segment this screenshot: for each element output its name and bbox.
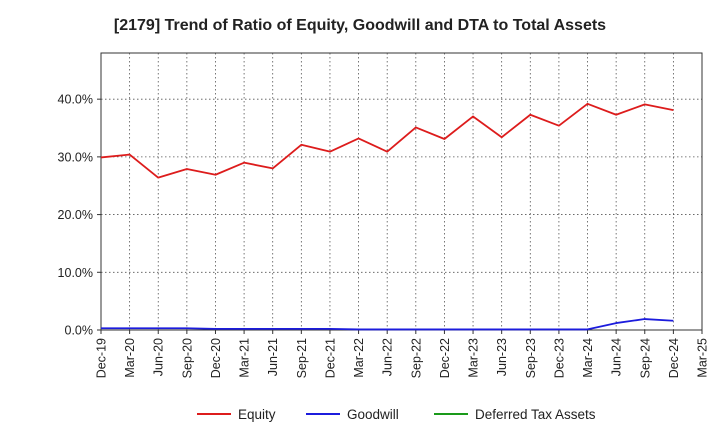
x-tick-label: Jun-24 [610,338,624,376]
x-tick-label: Jun-21 [266,338,280,376]
x-tick-label: Dec-20 [209,338,223,378]
series-line-goodwill [101,318,674,331]
x-tick-label: Sep-21 [295,338,309,378]
legend: Equity Goodwill Deferred Tax Assets [197,407,596,422]
grid [101,53,702,330]
x-tick-label: Dec-23 [552,338,566,378]
x-tick-label: Jun-23 [495,338,509,376]
x-tick-label: Sep-23 [524,338,538,378]
y-tick-label: 20.0% [58,208,93,222]
legend-label-goodwill: Goodwill [347,407,399,422]
legend-label-equity: Equity [238,407,276,422]
series-layer [100,102,674,331]
x-tick-label: Dec-24 [667,338,681,378]
y-axis: 0.0% 10.0% 20.0% 30.0% 40.0% [58,93,101,338]
x-tick-label: Mar-24 [581,338,595,378]
legend-label-deferred-tax-assets: Deferred Tax Assets [475,407,596,422]
y-tick-label: 10.0% [58,266,93,280]
x-tick-label: Sep-24 [638,338,652,378]
x-tick-label: Mar-21 [238,338,252,378]
x-tick-label: Sep-22 [409,338,423,378]
x-tick-label: Dec-19 [95,338,109,378]
y-tick-label: 40.0% [58,93,93,107]
y-tick-label: 0.0% [65,324,94,338]
x-tick-label: Jun-22 [381,338,395,376]
chart-title: [2179] Trend of Ratio of Equity, Goodwil… [114,17,606,34]
x-tick-label: Sep-20 [180,338,194,378]
plot-area-frame [100,52,703,331]
x-tick-label: Mar-20 [123,338,137,378]
x-axis: Dec-19 Mar-20 Jun-20 Sep-20 Dec-20 Mar-21 Jun-… [95,330,710,378]
x-tick-label: Mar-22 [352,338,366,378]
y-tick-label: 30.0% [58,150,93,164]
x-tick-label: Dec-22 [438,338,452,378]
x-tick-label: Mar-23 [467,338,481,378]
x-tick-label: Mar-25 [696,338,710,378]
series-line-equity [100,102,674,179]
x-tick-label: Jun-20 [152,338,166,376]
x-tick-label: Dec-21 [323,338,337,378]
